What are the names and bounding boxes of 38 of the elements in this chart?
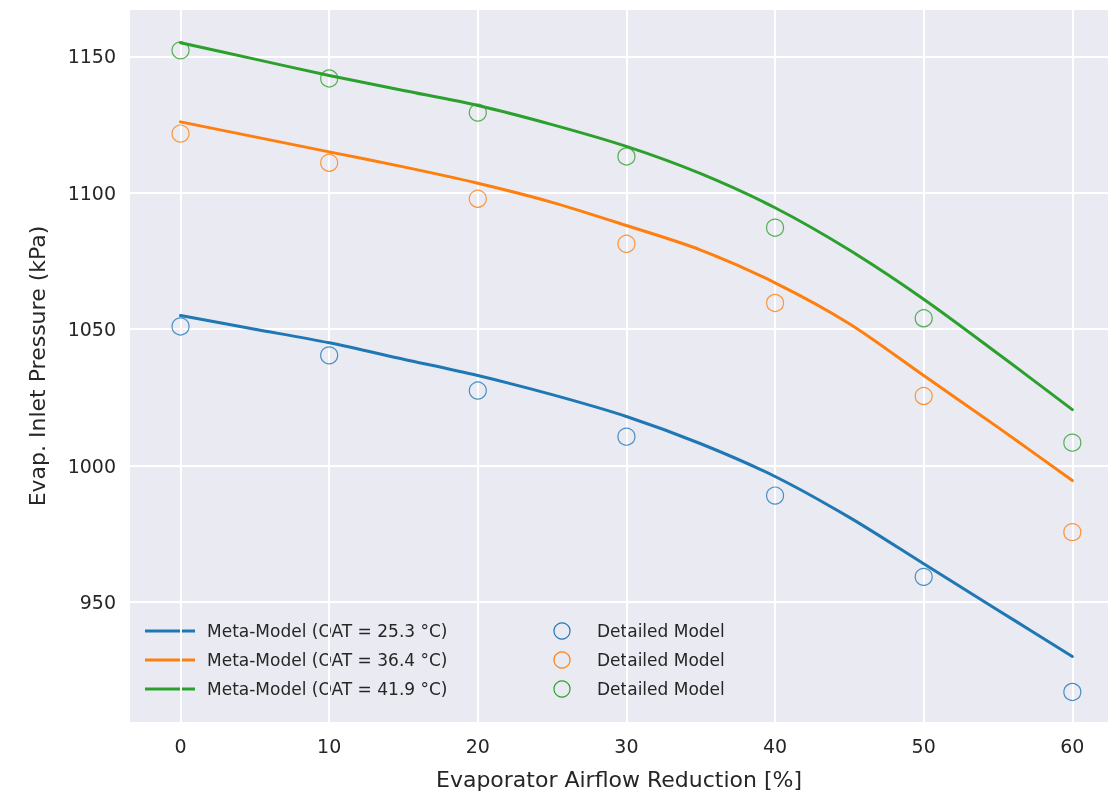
point bbox=[320, 153, 339, 172]
y-tick-label: 1050 bbox=[67, 318, 116, 341]
y-axis-title: Evap. Inlet Pressure (kPa) bbox=[24, 225, 50, 507]
point bbox=[914, 567, 933, 586]
legend-label: Detailed Model bbox=[597, 650, 725, 670]
point bbox=[171, 41, 190, 60]
point bbox=[617, 147, 636, 166]
point bbox=[765, 293, 785, 313]
x-tick-label: 40 bbox=[762, 734, 788, 757]
point bbox=[1063, 433, 1082, 452]
point bbox=[320, 69, 339, 88]
point bbox=[765, 486, 785, 505]
point bbox=[914, 309, 933, 328]
point bbox=[320, 346, 339, 365]
legend-label: Detailed Model bbox=[597, 621, 725, 641]
x-tick-label: 20 bbox=[465, 734, 490, 757]
x-tick-label: 30 bbox=[614, 734, 639, 757]
point bbox=[171, 124, 190, 143]
x-tick-label: 10 bbox=[317, 734, 342, 757]
y-tick-label: 1150 bbox=[67, 45, 116, 68]
point bbox=[617, 427, 636, 446]
legend-label: Detailed Model bbox=[597, 679, 725, 699]
point bbox=[468, 381, 487, 400]
x-tick-label: 50 bbox=[911, 734, 936, 757]
point bbox=[468, 189, 487, 208]
x-tick-label: 0 bbox=[174, 734, 187, 757]
point bbox=[617, 234, 636, 253]
x-tick-label: 60 bbox=[1060, 734, 1085, 757]
x-axis-title: Evaporator Airflow Reduction [%] bbox=[435, 766, 803, 792]
y-tick-label: 1000 bbox=[67, 454, 116, 477]
point bbox=[914, 386, 933, 406]
point bbox=[765, 218, 785, 237]
point bbox=[1063, 682, 1082, 702]
point bbox=[468, 103, 487, 122]
point bbox=[1063, 523, 1082, 542]
y-tick-label: 1100 bbox=[67, 181, 116, 204]
point bbox=[171, 317, 190, 336]
y-tick-label: 950 bbox=[79, 590, 116, 613]
